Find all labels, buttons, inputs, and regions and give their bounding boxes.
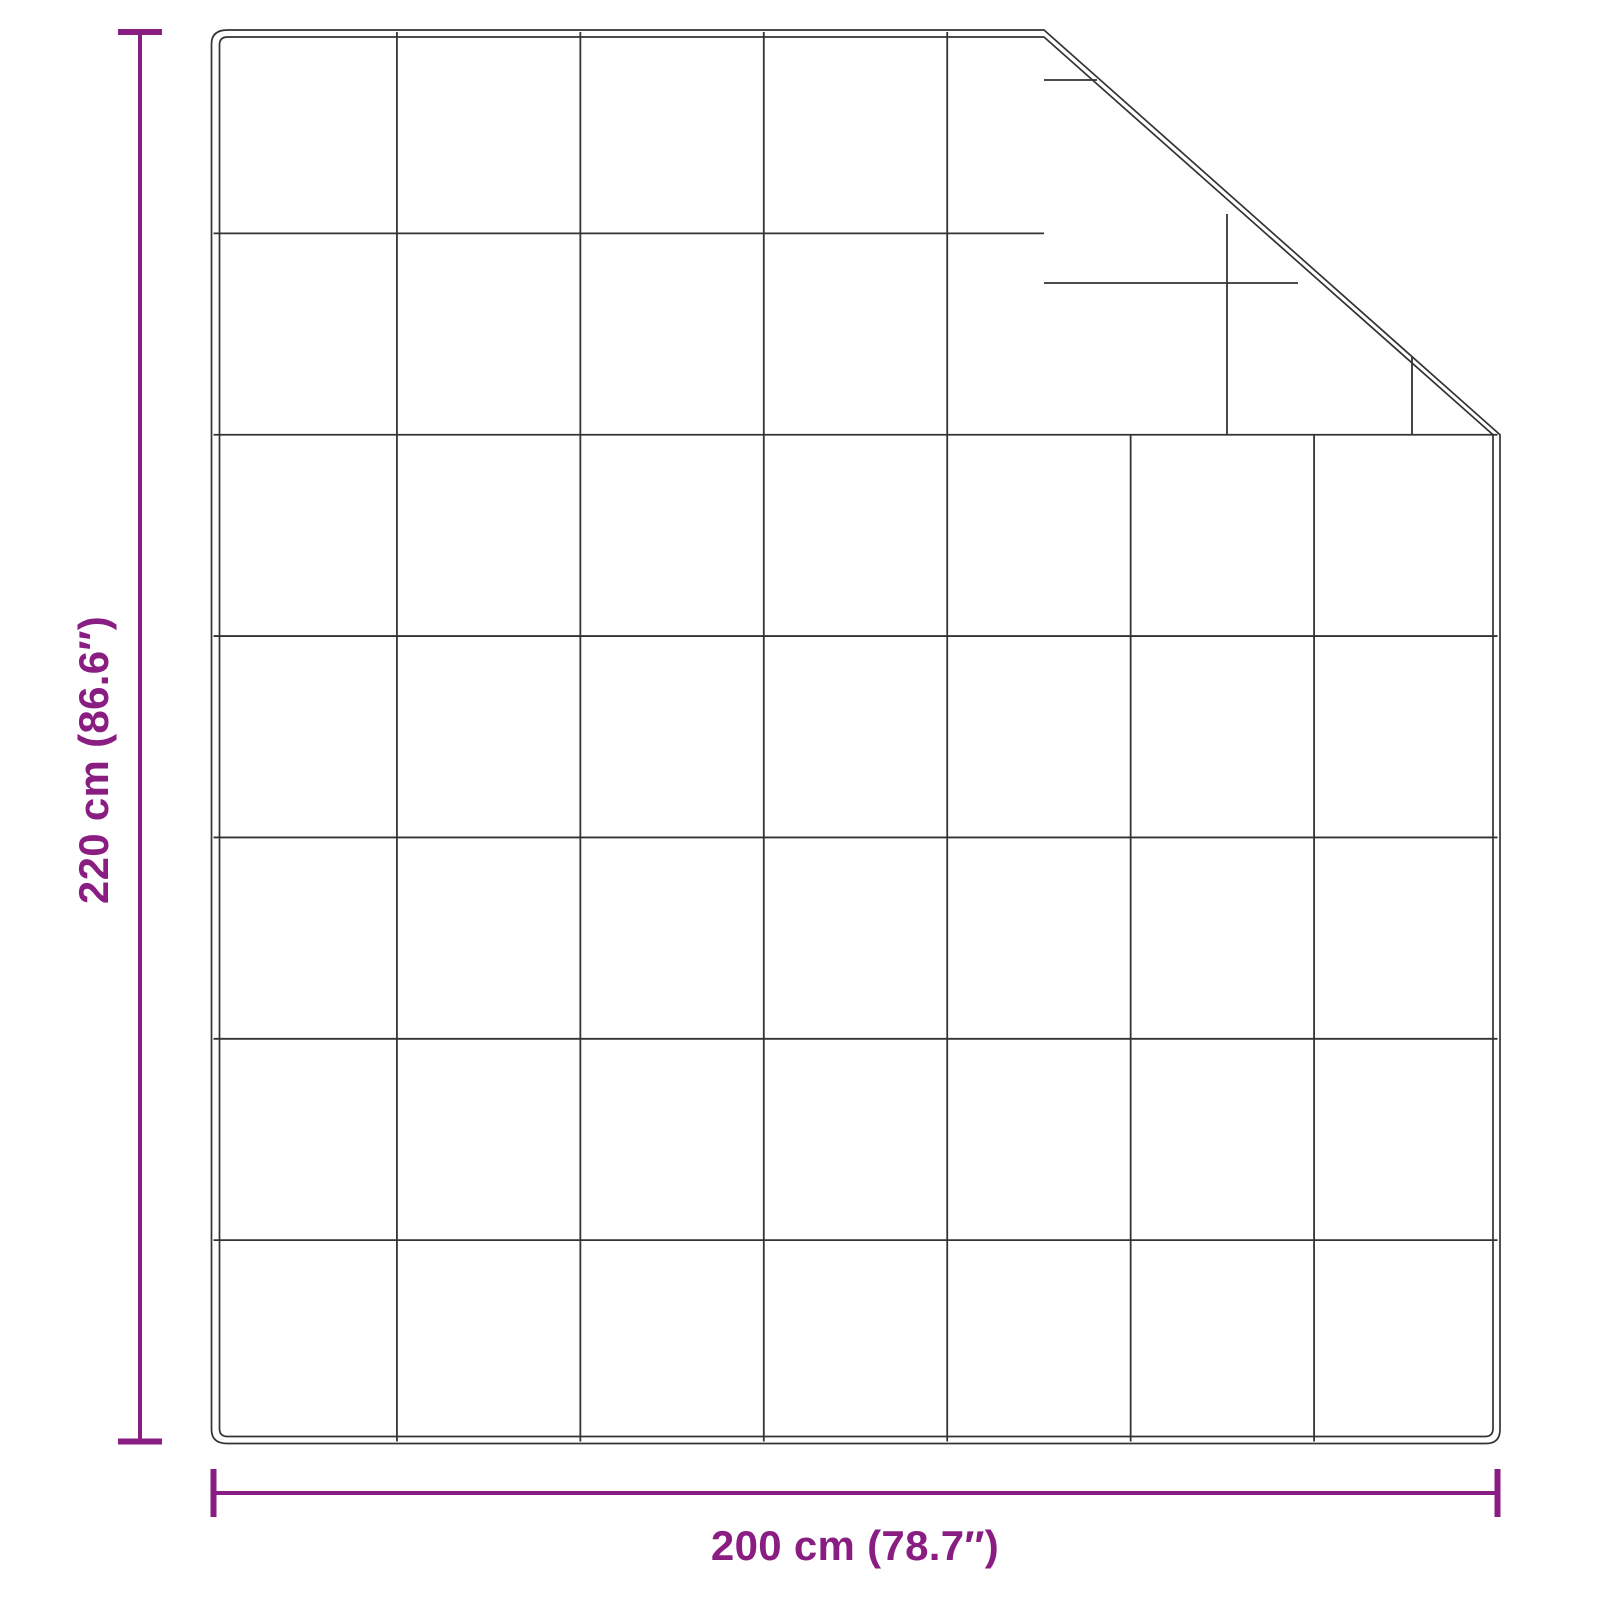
svg-text:220 cm (86.6″): 220 cm (86.6″) <box>70 616 117 904</box>
svg-text:200 cm (78.7″): 200 cm (78.7″) <box>711 1522 999 1569</box>
